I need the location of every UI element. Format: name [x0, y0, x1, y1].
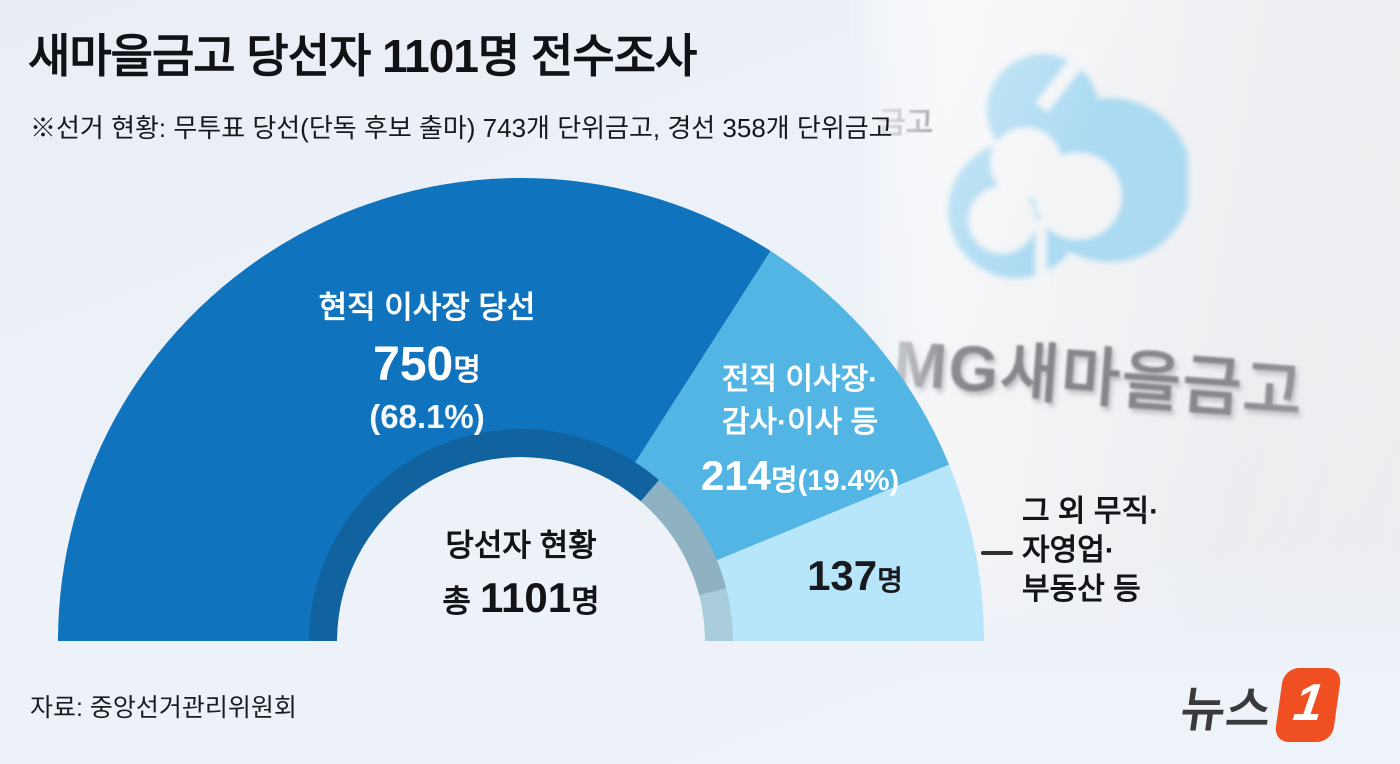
segment1-name: 현직 이사장 당선 [318, 290, 536, 325]
total-prefix: 총 [442, 584, 471, 619]
segment2-name-line1: 전직 이사장· [721, 363, 879, 396]
segment1-unit: 명 [453, 354, 481, 387]
page-title: 새마을금고 당선자 1101명 전수조사 [28, 30, 697, 82]
label-segment-current-chairman: 현직 이사장 당선 750명 (68.1%) [252, 282, 602, 436]
segment2-value-line: 214명(19.4%) [665, 452, 935, 500]
label-segment-others: 137명 [770, 552, 940, 600]
segment2-percent: (19.4%) [797, 465, 900, 497]
callout-line2: 자영업· [1022, 534, 1115, 567]
news1-logo-numeral: 1 [1290, 674, 1328, 732]
segment1-value: 750 [373, 338, 454, 391]
news1-logo-text: 뉴스 [1177, 684, 1276, 737]
callout-line1: 그 외 무직· [1022, 495, 1160, 528]
total-value: 1101 [479, 574, 572, 621]
segment2-unit: 명 [770, 465, 798, 497]
segment1-percent: (68.1%) [369, 398, 485, 435]
label-segment-former-chairman: 전직 이사장· 감사·이사 등 214명(19.4%) [665, 358, 935, 500]
news1-logo: 뉴스 1 [1177, 668, 1343, 742]
total-caption: 당선자 현황 [445, 528, 597, 563]
page-subtitle: ※선거 현황: 무투표 당선(단독 후보 출마) 743개 단위금고, 경선 3… [30, 113, 893, 143]
total-unit: 명 [571, 584, 600, 619]
donut-inner-rim-3 [699, 588, 733, 641]
segment3-unit: 명 [877, 565, 903, 596]
segment2-name-line2: 감사·이사 등 [721, 406, 879, 439]
segment3-value: 137 [807, 552, 878, 599]
data-source: 자료: 중앙선거관리위원회 [30, 694, 297, 722]
segment2-value: 214 [700, 452, 771, 499]
segment1-value-line: 750명 [252, 337, 602, 392]
callout-segment-others: 그 외 무직· 자영업· 부동산 등 [1022, 492, 1159, 609]
total-value-line: 총 1101명 [371, 574, 671, 622]
callout-line3: 부동산 등 [1022, 573, 1141, 606]
chart-center-total-label: 당선자 현황 총 1101명 [371, 520, 671, 622]
callout-connector-line [981, 551, 1013, 555]
news1-logo-tile: 1 [1274, 668, 1343, 742]
